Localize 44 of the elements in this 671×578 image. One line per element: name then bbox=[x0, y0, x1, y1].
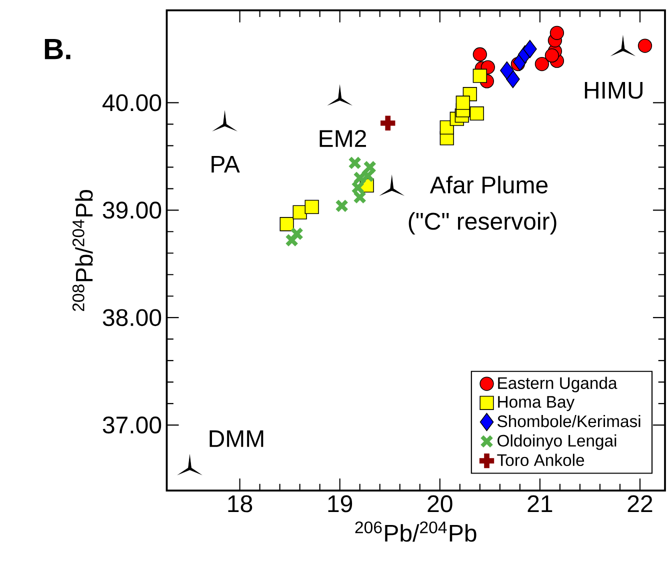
annotation: ("C" reservoir) bbox=[408, 212, 556, 235]
point bbox=[292, 205, 307, 220]
annotation: HIMU bbox=[584, 82, 642, 99]
legend-label: Eastern Uganda bbox=[498, 376, 618, 392]
x-tick-label: 20 bbox=[428, 495, 452, 512]
point bbox=[285, 234, 299, 248]
annotation: PA bbox=[212, 156, 240, 173]
point bbox=[470, 106, 484, 121]
point bbox=[534, 57, 550, 72]
point bbox=[353, 190, 367, 204]
point bbox=[280, 217, 294, 232]
annotation: EM2 bbox=[320, 130, 366, 148]
legend-label: Shombole/Kerimasi bbox=[498, 415, 640, 428]
annotation: DMM bbox=[210, 430, 264, 448]
point bbox=[523, 40, 537, 58]
x-tick-label: 18 bbox=[228, 495, 252, 512]
y-axis-title: $^{208}$Pb/$^{204}$Pb bbox=[72, 190, 93, 312]
point bbox=[544, 48, 560, 63]
point bbox=[351, 181, 365, 194]
point bbox=[348, 156, 362, 170]
point bbox=[472, 68, 487, 84]
point bbox=[500, 62, 514, 80]
y-tick-label: 37.00 bbox=[102, 416, 162, 434]
legend-label: Toro Ankole bbox=[497, 454, 584, 466]
point bbox=[335, 199, 349, 213]
point bbox=[304, 200, 319, 214]
x-tick-label: 21 bbox=[528, 495, 552, 512]
legend-label: Oldoinyo Lengai bbox=[498, 434, 616, 450]
legend-label: Homa Bay bbox=[498, 396, 575, 412]
annotation: Afar Plume bbox=[430, 176, 548, 194]
y-tick-label: 40.00 bbox=[102, 94, 162, 112]
x-tick-label: 19 bbox=[328, 495, 352, 512]
y-tick-label: 38.00 bbox=[102, 309, 162, 326]
point bbox=[506, 70, 520, 88]
x-axis-title: $^{206}$Pb/$^{204}$Pb bbox=[355, 522, 476, 542]
point bbox=[472, 47, 487, 62]
point bbox=[363, 160, 377, 174]
text: B. bbox=[44, 39, 70, 60]
y-tick-label: 39.00 bbox=[102, 202, 162, 219]
point bbox=[456, 96, 470, 110]
point bbox=[290, 227, 304, 241]
point bbox=[550, 26, 564, 40]
x-tick-label: 22 bbox=[628, 495, 652, 512]
point bbox=[638, 38, 652, 54]
